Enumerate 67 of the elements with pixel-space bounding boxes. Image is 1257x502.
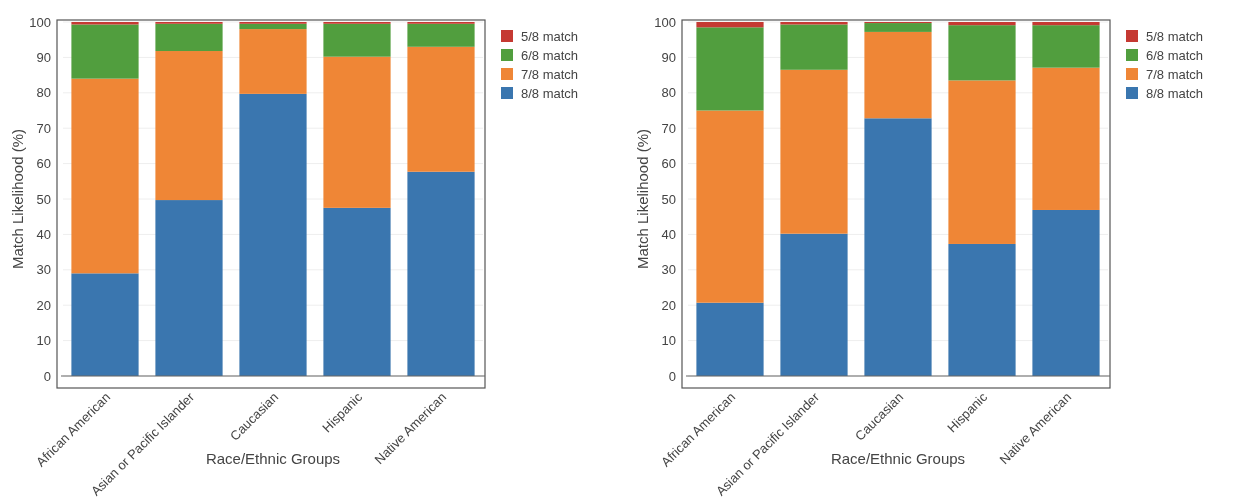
- y-tick-label: 40: [661, 226, 676, 242]
- y-tick-label: 90: [36, 49, 51, 65]
- y-tick-label: 10: [661, 333, 676, 349]
- y-tick-label: 100: [653, 14, 676, 30]
- bar: [1031, 25, 1100, 68]
- legend-label: 5/8 match: [521, 28, 579, 44]
- bar: [239, 29, 307, 94]
- y-tick-label: 50: [36, 191, 51, 207]
- bar: [1031, 67, 1100, 210]
- y-tick-label: 80: [661, 85, 676, 101]
- legend-label: 8/8 match: [521, 85, 579, 101]
- y-tick-label: 90: [661, 49, 676, 65]
- bar: [779, 233, 848, 376]
- y-tick-label: 30: [36, 262, 51, 278]
- legend-label: 7/8 match: [521, 66, 579, 82]
- y-tick-label: 40: [36, 226, 51, 242]
- bar: [155, 200, 223, 376]
- y-tick-label: 0: [668, 368, 676, 384]
- bar: [155, 51, 223, 201]
- y-tick-label: 70: [661, 120, 676, 136]
- y-axis-title: Match Likelihood (%): [633, 128, 651, 270]
- y-tick-label: 50: [661, 191, 676, 207]
- bar: [779, 69, 848, 234]
- bar: [947, 25, 1016, 81]
- bar: [323, 56, 391, 208]
- bar: [71, 78, 139, 274]
- legend-label: 8/8 match: [1145, 85, 1203, 101]
- y-tick-label: 30: [661, 262, 676, 278]
- bar: [155, 23, 223, 52]
- bar: [239, 23, 307, 30]
- bar: [779, 24, 848, 70]
- y-tick-label: 20: [661, 297, 676, 313]
- y-tick-label: 80: [36, 85, 51, 101]
- bar: [323, 207, 391, 376]
- bar: [947, 243, 1016, 376]
- x-axis-title: Race/Ethnic Groups: [830, 450, 965, 467]
- y-tick-label: 100: [29, 14, 51, 30]
- bar: [1031, 22, 1100, 26]
- y-tick-label: 60: [36, 156, 51, 172]
- y-axis-title: Match Likelihood (%): [9, 128, 26, 270]
- bar: [695, 110, 764, 303]
- y-tick-label: 70: [36, 120, 51, 136]
- bar: [695, 22, 764, 28]
- bar: [695, 302, 764, 376]
- bar: [695, 27, 764, 111]
- legend-label: 7/8 match: [1145, 66, 1203, 82]
- legend-label: 6/8 match: [521, 47, 579, 63]
- bar: [71, 273, 139, 376]
- bar: [71, 24, 139, 79]
- bar: [863, 23, 932, 32]
- bar: [863, 118, 932, 376]
- bar: [863, 31, 932, 119]
- bar: [407, 46, 475, 172]
- y-tick-label: 20: [36, 297, 51, 313]
- bar: [239, 93, 307, 376]
- legend-label: 5/8 match: [1145, 28, 1203, 44]
- y-tick-label: 60: [661, 156, 676, 172]
- bar: [323, 23, 391, 57]
- x-axis-title: Race/Ethnic Groups: [205, 450, 341, 467]
- bar: [947, 80, 1016, 244]
- bar: [947, 22, 1016, 26]
- bar: [1031, 209, 1100, 376]
- y-tick-label: 10: [36, 333, 51, 349]
- y-tick-label: 0: [43, 368, 51, 384]
- bar: [407, 23, 475, 47]
- legend-label: 6/8 match: [1145, 47, 1203, 63]
- bar: [407, 171, 475, 376]
